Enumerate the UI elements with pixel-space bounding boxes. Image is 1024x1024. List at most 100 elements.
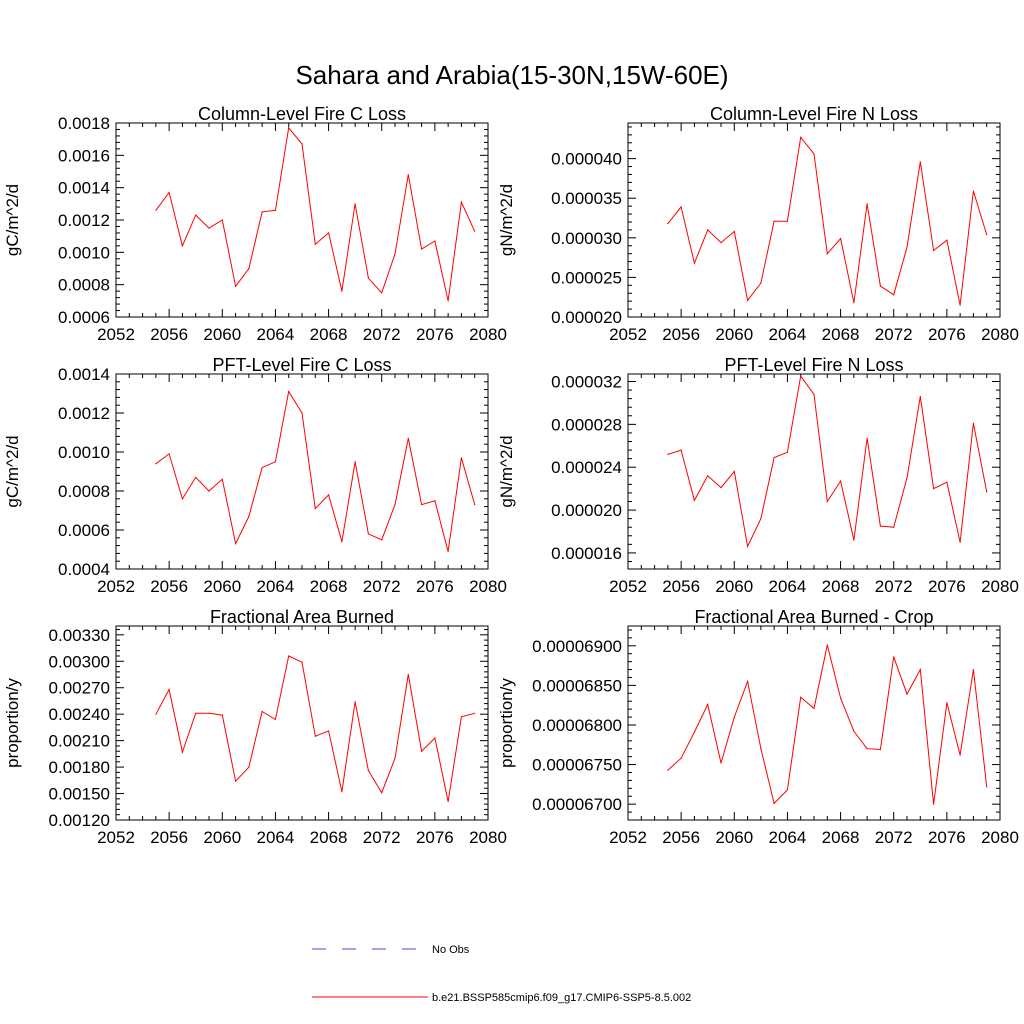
data-point [327, 494, 330, 496]
panel-title: Column-Level Fire C Loss [198, 104, 406, 124]
y-tick-label: 0.000020 [551, 501, 622, 520]
data-point [733, 230, 735, 233]
x-tick-label: 2056 [150, 828, 188, 847]
x-tick-label: 2060 [203, 828, 241, 847]
x-tick-label: 2068 [310, 325, 348, 344]
data-point [680, 206, 682, 208]
x-tick-label: 2076 [416, 325, 454, 344]
data-point [893, 526, 895, 528]
x-tick-label: 2076 [416, 577, 454, 596]
x-tick-label: 2052 [609, 577, 647, 596]
data-point [155, 209, 157, 211]
data-point [800, 136, 802, 138]
data-point [879, 748, 882, 751]
y-axis-label: gC/m^2/d [3, 184, 22, 256]
x-tick-label: 2060 [715, 325, 753, 344]
data-point [707, 703, 709, 705]
data-point [946, 702, 948, 704]
data-point [460, 457, 463, 459]
data-point [168, 191, 170, 194]
x-tick-label: 2072 [363, 577, 401, 596]
data-point [986, 491, 988, 493]
y-tick-label: 0.0006 [58, 308, 110, 327]
data-point [474, 230, 476, 232]
data-point [341, 290, 343, 292]
data-point [367, 277, 370, 279]
data-point [760, 282, 762, 284]
data-point [234, 285, 237, 287]
data-point [826, 500, 828, 503]
data-point [946, 239, 948, 241]
y-axis-label: gN/m^2/d [497, 435, 516, 507]
data-point [208, 227, 210, 229]
x-tick-label: 2068 [822, 577, 860, 596]
data-point [248, 766, 250, 768]
data-point [434, 240, 436, 242]
x-tick-label: 2064 [257, 828, 295, 847]
data-point [919, 668, 921, 671]
data-point [354, 461, 356, 463]
y-tick-label: 0.000032 [551, 373, 622, 392]
data-point [274, 461, 277, 463]
data-point [746, 299, 749, 301]
y-tick-label: 0.0008 [58, 276, 110, 295]
data-point [720, 486, 722, 489]
data-point [274, 718, 277, 721]
y-tick-label: 0.00120 [49, 811, 110, 830]
x-tick-label: 2076 [416, 828, 454, 847]
data-point [447, 300, 449, 302]
data-point [959, 304, 961, 306]
data-point [447, 800, 449, 803]
panel-title: PFT-Level Fire C Loss [212, 355, 391, 375]
data-point [394, 253, 396, 255]
data-point [773, 802, 775, 804]
y-tick-label: 0.0006 [58, 521, 110, 540]
data-point [420, 504, 423, 506]
data-point [181, 498, 184, 500]
y-tick-label: 0.00270 [49, 679, 110, 698]
data-point [853, 539, 855, 541]
data-point [434, 737, 436, 739]
data-point [932, 488, 935, 490]
y-tick-label: 0.0004 [58, 560, 110, 579]
x-tick-label: 2076 [928, 577, 966, 596]
data-point [354, 701, 356, 703]
data-point [733, 716, 735, 718]
x-tick-label: 2064 [769, 828, 807, 847]
data-point [155, 463, 157, 465]
data-point [932, 803, 935, 805]
y-tick-label: 0.00006750 [532, 756, 622, 775]
chart-panels: Column-Level Fire C Loss 2052 2056 2060 2064… [3, 104, 1019, 847]
data-point [407, 174, 409, 176]
data-point [693, 731, 696, 733]
data-point [394, 504, 396, 506]
data-point [447, 550, 449, 553]
data-point [434, 500, 436, 502]
x-tick-label: 2056 [662, 828, 700, 847]
y-tick-label: 0.0010 [58, 243, 110, 262]
data-point [919, 395, 921, 398]
data-point [248, 267, 250, 270]
y-tick-label: 0.000028 [551, 415, 622, 434]
data-point [301, 143, 303, 145]
panel-title: Column-Level Fire N Loss [710, 104, 918, 124]
data-point [733, 470, 735, 473]
x-tick-label: 2064 [257, 577, 295, 596]
data-point [195, 214, 197, 216]
data-point [221, 478, 223, 480]
data-point [407, 673, 409, 676]
x-tick-label: 2080 [981, 325, 1019, 344]
chart-panel: Column-Level Fire C Loss 2052 2056 2060 2064… [3, 104, 507, 344]
data-point [853, 730, 855, 732]
y-tick-label: 0.00300 [49, 652, 110, 671]
y-tick-label: 0.00180 [49, 758, 110, 777]
data-point [407, 437, 409, 439]
data-point [234, 780, 237, 782]
data-point [707, 229, 709, 231]
x-tick-label: 2072 [363, 325, 401, 344]
data-point [893, 656, 895, 658]
data-point [288, 127, 290, 129]
data-point [208, 490, 210, 492]
data-point [826, 253, 828, 255]
